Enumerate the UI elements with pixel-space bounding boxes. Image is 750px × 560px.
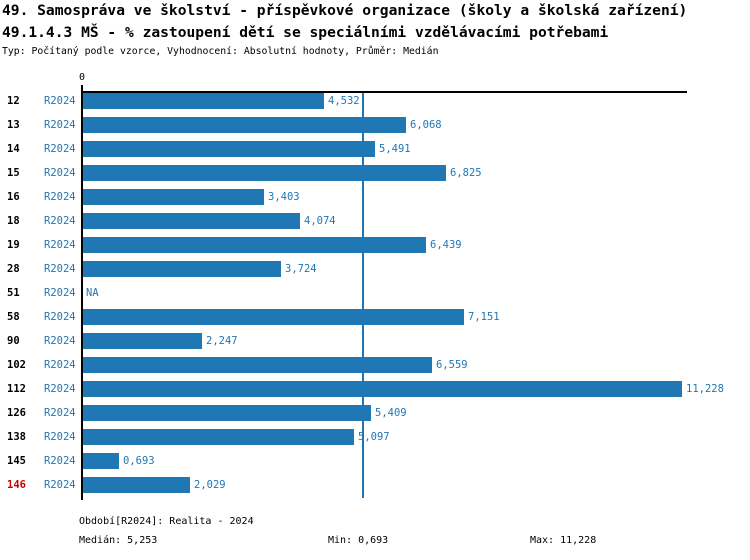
bar-value-label: 6,068 [410,119,442,131]
row-category-label: 138 [7,431,26,443]
row-category-label: 13 [7,119,20,131]
bar [83,141,375,157]
row-series-label: R2024 [44,239,76,251]
row-category-label: 12 [7,95,20,107]
row-series-label: R2024 [44,287,76,299]
top-axis-line [81,91,687,93]
bar [83,213,300,229]
bar-value-label: 3,724 [285,263,317,275]
row-series-label: R2024 [44,167,76,179]
bar [83,429,354,445]
x-axis-zero-tick-label: 0 [78,72,86,83]
row-series-label: R2024 [44,215,76,227]
row-category-label: 145 [7,455,26,467]
chart-subtitle: Typ: Počítaný podle vzorce, Vyhodnocení:… [2,46,439,57]
bar [83,309,464,325]
bar [83,453,119,469]
footer-period-label: Období[R2024]: Realita - 2024 [79,516,254,527]
row-series-label: R2024 [44,311,76,323]
bar-value-label: 5,097 [358,431,390,443]
footer-max-label: Max: 11,228 [530,535,597,546]
row-series-label: R2024 [44,191,76,203]
bar-value-label: 6,559 [436,359,468,371]
bar-value-label: 5,409 [375,407,407,419]
footer-median-label: Medián: 5,253 [79,535,158,546]
row-series-label: R2024 [44,335,76,347]
row-category-label: 112 [7,383,26,395]
bar-value-label: 11,228 [686,383,724,395]
bar [83,333,202,349]
row-category-label: 146 [7,479,26,491]
bar-value-label: 4,074 [304,215,336,227]
bar [83,261,281,277]
bar-value-label: 3,403 [268,191,300,203]
bar-value-label: 2,247 [206,335,238,347]
bar-value-label: 2,029 [194,479,226,491]
row-series-label: R2024 [44,431,76,443]
row-category-label: 28 [7,263,20,275]
bar-value-label: 4,532 [328,95,360,107]
row-category-label: 15 [7,167,20,179]
row-category-label: 102 [7,359,26,371]
bar [83,477,190,493]
bar [83,405,371,421]
row-category-label: 18 [7,215,20,227]
row-series-label: R2024 [44,119,76,131]
page-title-line1: 49. Samospráva ve školství - příspěvkové… [2,2,688,19]
bar [83,237,426,253]
y-axis-line [81,85,83,500]
row-series-label: R2024 [44,407,76,419]
row-category-label: 90 [7,335,20,347]
row-series-label: R2024 [44,95,76,107]
row-series-label: R2024 [44,143,76,155]
row-category-label: 19 [7,239,20,251]
median-reference-line [362,93,364,498]
row-category-label: 16 [7,191,20,203]
footer-min-label: Min: 0,693 [328,535,389,546]
row-series-label: R2024 [44,359,76,371]
bar [83,381,682,397]
bar [83,357,432,373]
bar [83,189,264,205]
bar-value-label: 6,825 [450,167,482,179]
row-series-label: R2024 [44,383,76,395]
bar [83,165,446,181]
bar-value-label: 7,151 [468,311,500,323]
row-category-label: 58 [7,311,20,323]
row-series-label: R2024 [44,455,76,467]
row-series-label: R2024 [44,263,76,275]
row-category-label: 51 [7,287,20,299]
bar-value-label: 0,693 [123,455,155,467]
row-na-label: NA [86,287,99,299]
bar-value-label: 6,439 [430,239,462,251]
row-category-label: 126 [7,407,26,419]
row-category-label: 14 [7,143,20,155]
page-title-line2: 49.1.4.3 MŠ - % zastoupení dětí se speci… [2,24,609,41]
bar-value-label: 5,491 [379,143,411,155]
bar [83,93,324,109]
bar [83,117,406,133]
row-series-label: R2024 [44,479,76,491]
